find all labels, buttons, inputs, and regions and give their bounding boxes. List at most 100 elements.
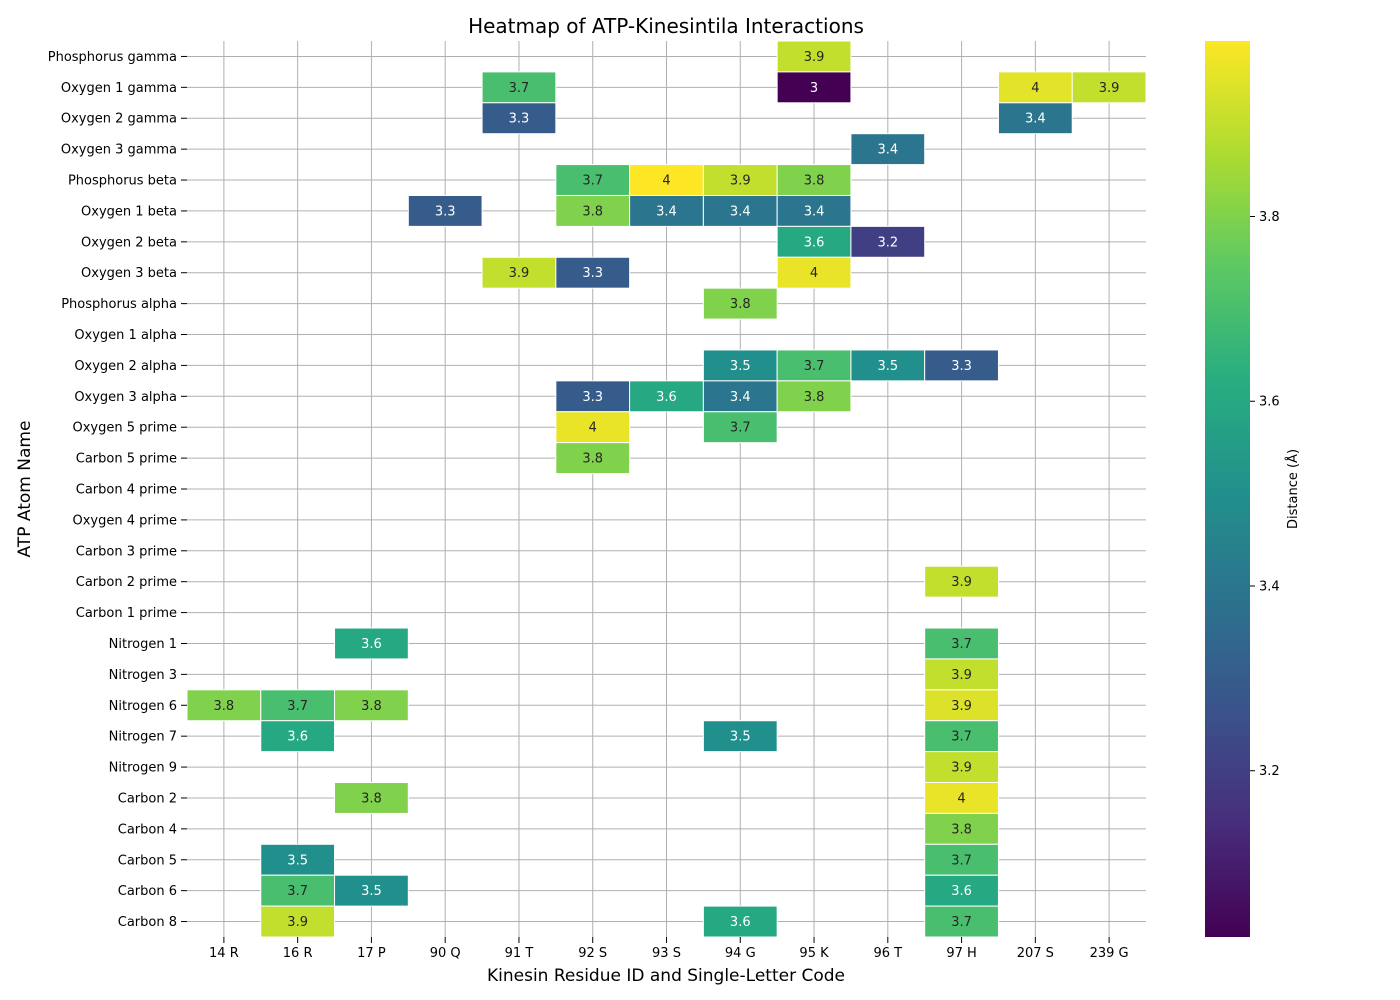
heatmap-cell (776, 71, 852, 104)
y-tick-label: Phosphorus beta (68, 174, 177, 189)
heatmap-cell (702, 720, 778, 753)
heatmap-cell (555, 256, 631, 289)
cell-value-label: 3.7 (951, 853, 972, 868)
cell-value-label: 4 (589, 421, 597, 436)
cell-value-label: 3.7 (582, 174, 603, 189)
heatmap-cell (702, 287, 778, 320)
cell-value-label: 3 (810, 81, 818, 96)
heatmap-cell (260, 905, 336, 938)
y-tick-label: Carbon 4 (118, 822, 177, 837)
y-tick-label: Nitrogen 3 (109, 668, 177, 683)
heatmap-cell (924, 751, 999, 784)
y-tick-label: Nitrogen 9 (109, 761, 177, 776)
cell-value-label: 3.7 (730, 421, 751, 436)
y-tick-label: Phosphorus gamma (48, 50, 177, 65)
heatmap-cell (924, 565, 999, 598)
y-tick-label: Oxygen 2 beta (81, 235, 177, 250)
x-tick-label: 91 T (505, 946, 534, 961)
cell-value-label: 3.8 (361, 699, 382, 714)
cell-value-label: 3.8 (582, 204, 603, 219)
y-tick-label: Carbon 1 prime (76, 606, 177, 621)
y-tick-label: Phosphorus alpha (61, 297, 177, 312)
heatmap-cell (924, 720, 999, 753)
x-tick-label: 93 S (652, 946, 681, 961)
heatmap-cell (260, 843, 336, 876)
heatmap-cell (924, 905, 999, 938)
y-tick-labels: Phosphorus gamma Oxygen 1 gamma Oxygen 2 g… (48, 50, 187, 930)
cell-value-label: 3.9 (287, 915, 308, 930)
heatmap-cell (260, 720, 336, 753)
cell-value-label: 3.8 (804, 174, 825, 189)
x-tick-label: 97 H (946, 946, 976, 961)
cell-value-label: 4 (957, 791, 965, 806)
heatmap-cell (334, 627, 409, 660)
cell-value-label: 3.7 (951, 915, 972, 930)
cell-value-label: 3.5 (361, 884, 382, 899)
cell-value-label: 3.6 (730, 915, 751, 930)
y-tick-label: Oxygen 4 prime (72, 513, 177, 528)
heatmap-cell (702, 905, 778, 938)
y-axis-label: ATP Atom Name (15, 421, 35, 558)
y-tick-label: Oxygen 1 gamma (61, 81, 177, 96)
heatmap-cell (260, 874, 336, 907)
heatmap-cell (481, 256, 557, 289)
cell-value-label: 3.7 (287, 699, 308, 714)
y-tick-label: Oxygen 5 prime (72, 421, 177, 436)
heatmap-cell (924, 812, 999, 845)
x-tick-label: 90 Q (430, 946, 461, 961)
y-tick-label: Oxygen 2 alpha (74, 359, 177, 374)
cell-value-label: 3.8 (361, 791, 382, 806)
chart-title: Heatmap of ATP-Kinesintila Interactions (468, 14, 864, 38)
heatmap-cell (924, 658, 999, 691)
cell-value-label: 3.9 (730, 174, 751, 189)
colorbar-tick-label: 3.8 (1259, 210, 1280, 225)
heatmap-cell (776, 194, 852, 227)
x-tick-label: 16 R (283, 946, 313, 961)
y-tick-label: Carbon 5 prime (76, 452, 177, 467)
cell-value-label: 3.6 (804, 235, 825, 250)
heatmap-cell (776, 40, 852, 73)
y-tick-label: Nitrogen 6 (109, 699, 177, 714)
y-tick-label: Carbon 4 prime (76, 483, 177, 498)
heatmap-cell (997, 71, 1073, 104)
cell-value-label: 3.5 (730, 359, 751, 374)
cell-value-label: 3.4 (877, 143, 898, 158)
heatmap-cell (850, 133, 926, 166)
cell-value-label: 3.7 (951, 730, 972, 745)
cell-value-label: 3.8 (951, 822, 972, 837)
cell-value-label: 3.8 (582, 452, 603, 467)
cell-value-label: 3.7 (509, 81, 530, 96)
cell-value-label: 3.8 (730, 297, 751, 312)
cell-value-label: 3.3 (435, 204, 456, 219)
cell-value-label: 3.6 (361, 637, 382, 652)
cell-value-label: 3.3 (582, 390, 603, 405)
heatmap-cell (997, 102, 1073, 135)
x-tick-label: 239 G (1090, 946, 1129, 961)
y-tick-label: Carbon 5 (118, 853, 177, 868)
cell-value-label: 4 (662, 174, 670, 189)
heatmap-cell (776, 256, 852, 289)
colorbar-tick-label: 3.2 (1259, 764, 1280, 779)
y-tick-label: Oxygen 3 gamma (61, 143, 177, 158)
heatmap-cell (629, 380, 704, 413)
heatmap-cell (1071, 71, 1147, 104)
x-tick-label: 14 R (209, 946, 239, 961)
y-tick-label: Oxygen 2 gamma (61, 112, 177, 127)
cell-value-label: 3.8 (214, 699, 235, 714)
heatmap-cell (924, 782, 999, 814)
cell-value-label: 3.4 (1025, 112, 1046, 127)
heatmap-cell (629, 164, 704, 196)
heatmap-cell (481, 102, 557, 135)
heatmap-cell (924, 627, 999, 660)
y-tick-label: Oxygen 1 alpha (74, 328, 177, 343)
heatmap-cell (924, 689, 999, 722)
x-tick-label: 96 T (873, 946, 902, 961)
heatmap-cell (850, 225, 926, 258)
colorbar-tick-label: 3.4 (1259, 579, 1280, 594)
cell-value-label: 3.5 (877, 359, 898, 374)
heatmap-cell (555, 411, 631, 444)
heatmap-cell (555, 164, 631, 196)
cell-value-label: 3.9 (951, 668, 972, 683)
heatmap-cell (407, 194, 483, 227)
heatmap-cell (334, 782, 409, 814)
